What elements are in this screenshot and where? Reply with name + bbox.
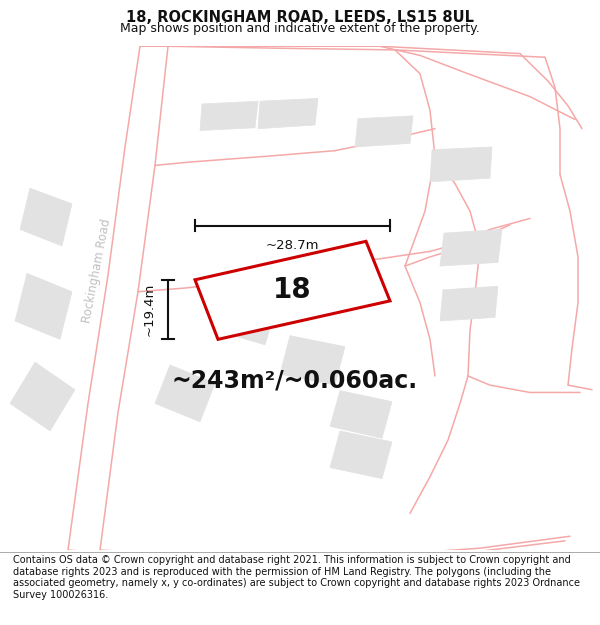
- Text: Rockingham Road: Rockingham Road: [80, 217, 113, 324]
- Polygon shape: [200, 101, 258, 131]
- Text: Map shows position and indicative extent of the property.: Map shows position and indicative extent…: [120, 22, 480, 35]
- Polygon shape: [355, 116, 413, 147]
- Polygon shape: [215, 286, 278, 345]
- Text: 18, ROCKINGHAM ROAD, LEEDS, LS15 8UL: 18, ROCKINGHAM ROAD, LEEDS, LS15 8UL: [126, 10, 474, 25]
- Polygon shape: [195, 241, 390, 339]
- Polygon shape: [15, 273, 72, 339]
- Polygon shape: [330, 431, 392, 479]
- Polygon shape: [155, 365, 215, 422]
- Text: ~28.7m: ~28.7m: [266, 239, 319, 252]
- Polygon shape: [258, 99, 318, 129]
- Polygon shape: [10, 362, 75, 431]
- Polygon shape: [440, 286, 498, 321]
- Polygon shape: [280, 336, 345, 385]
- Text: Contains OS data © Crown copyright and database right 2021. This information is : Contains OS data © Crown copyright and d…: [13, 555, 580, 600]
- Polygon shape: [440, 229, 502, 266]
- Polygon shape: [330, 391, 392, 438]
- Text: 18: 18: [273, 276, 311, 304]
- Text: ~19.4m: ~19.4m: [143, 283, 156, 336]
- Polygon shape: [430, 147, 492, 182]
- Polygon shape: [20, 188, 72, 246]
- Text: ~243m²/~0.060ac.: ~243m²/~0.060ac.: [172, 369, 418, 392]
